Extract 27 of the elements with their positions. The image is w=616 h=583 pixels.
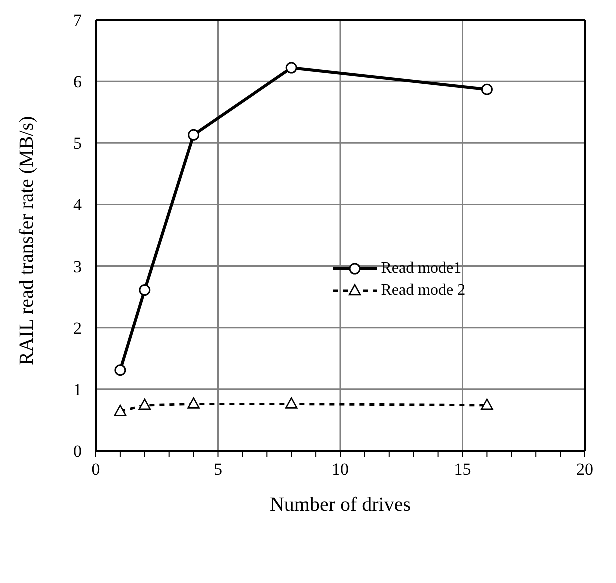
- x-tick-label: 10: [332, 460, 349, 479]
- point: [285, 398, 298, 409]
- point: [481, 84, 493, 96]
- point: [114, 404, 127, 416]
- y-tick-label: 0: [74, 442, 82, 461]
- y-tick-label: 6: [74, 72, 82, 92]
- y-tick-label: 5: [74, 134, 82, 154]
- legend-label: Read mode1: [381, 260, 462, 278]
- legend-label: Read mode 2: [381, 282, 466, 300]
- x-axis-title: Number of drives: [270, 494, 412, 516]
- y-tick-label: 4: [74, 196, 82, 215]
- point: [138, 398, 152, 410]
- x-tick-label: 15: [454, 460, 472, 479]
- point: [188, 398, 200, 409]
- point: [286, 62, 298, 74]
- x-tick-label: 0: [92, 460, 100, 479]
- y-tick-label: 7: [74, 11, 82, 30]
- y-tick-label: 3: [74, 257, 82, 276]
- y-axis-title: RAIL read transfer rate (MB/s): [16, 116, 38, 366]
- x-tick-label: 20: [576, 460, 594, 479]
- x-tick-label: 5: [214, 460, 222, 479]
- point: [114, 364, 126, 376]
- y-tick-label: 2: [74, 318, 82, 338]
- point: [139, 284, 151, 296]
- y-tick-label: 1: [74, 380, 82, 400]
- point: [188, 129, 200, 141]
- point: [481, 398, 494, 410]
